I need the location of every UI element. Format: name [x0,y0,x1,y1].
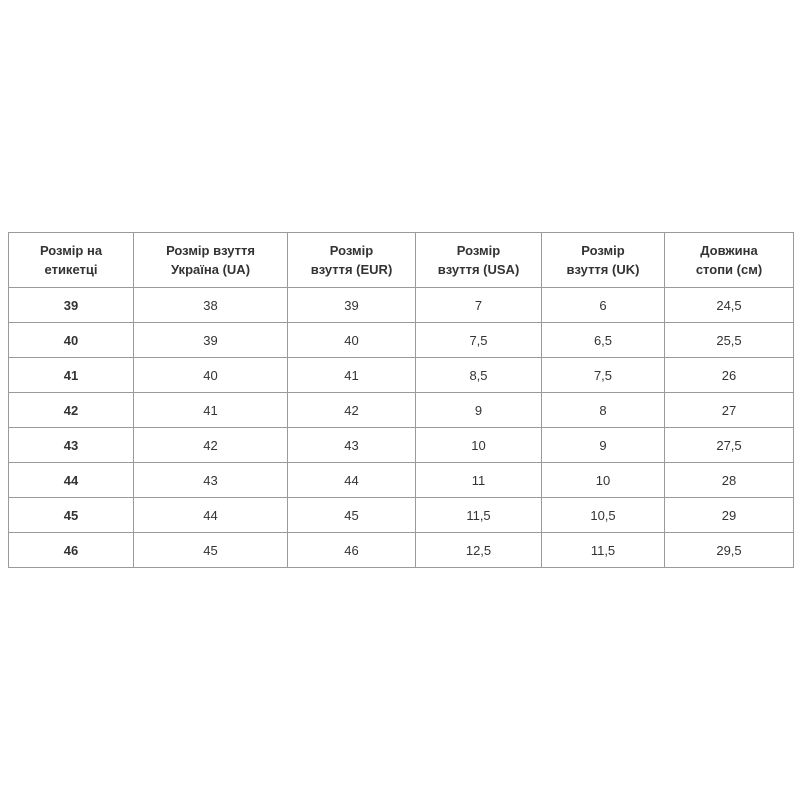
table-cell: 39 [287,287,416,323]
header-row: Розмір на етикетці Розмір взуття Україна (U… [8,232,794,288]
header-line: Україна (UA) [170,262,251,277]
header-cell: Розмір взуття (UK) [541,232,665,288]
header-line: взуття (UK) [566,262,640,277]
table-cell: 41 [133,392,288,428]
header-line: стопи (см) [695,262,763,277]
table-cell: 10 [415,427,542,463]
header-line: Розмір [456,243,501,258]
table-row: 41 40 41 8,5 7,5 26 [8,357,794,393]
table-cell: 39 [133,322,288,358]
table-row: 46 45 46 12,5 11,5 29,5 [8,532,794,568]
header-cell: Розмір на етикетці [8,232,134,288]
table-cell: 11,5 [541,532,665,568]
header-line: Довжина [700,243,758,258]
table-cell: 29 [664,497,794,533]
table-cell: 12,5 [415,532,542,568]
table-cell: 40 [8,322,134,358]
table-cell: 10,5 [541,497,665,533]
table-cell: 7,5 [541,357,665,393]
header-cell: Розмір взуття Україна (UA) [133,232,288,288]
header-line: взуття (EUR) [310,262,393,277]
table-cell: 11,5 [415,497,542,533]
table-row: 44 43 44 11 10 28 [8,462,794,498]
table-cell: 43 [287,427,416,463]
table-cell: 44 [8,462,134,498]
header-line: Розмір [581,243,625,258]
header-cell: Довжина стопи (см) [664,232,794,288]
header-line: етикетці [44,262,98,277]
header-line: Розмір взуття [166,243,255,258]
table-cell: 8 [541,392,665,428]
table-row: 43 42 43 10 9 27,5 [8,427,794,463]
table-cell: 45 [133,532,288,568]
table-cell: 25,5 [664,322,794,358]
table-cell: 39 [8,287,134,323]
table-cell: 6,5 [541,322,665,358]
table-cell: 41 [8,357,134,393]
table-cell: 40 [287,322,416,358]
table-cell: 46 [8,532,134,568]
table-cell: 27,5 [664,427,794,463]
table-cell: 26 [664,357,794,393]
table-cell: 45 [8,497,134,533]
table-cell: 41 [287,357,416,393]
table-cell: 28 [664,462,794,498]
header-line: Розмір [329,243,374,258]
table-cell: 42 [287,392,416,428]
table-cell: 9 [541,427,665,463]
table-cell: 44 [287,462,416,498]
table-cell: 43 [133,462,288,498]
table-cell: 8,5 [415,357,542,393]
header-cell: Розмір взуття (EUR) [287,232,416,288]
table-cell: 6 [541,287,665,323]
table-cell: 7 [415,287,542,323]
table-cell: 40 [133,357,288,393]
table-cell: 10 [541,462,665,498]
table-cell: 42 [133,427,288,463]
table-cell: 24,5 [664,287,794,323]
table-body: 39 38 39 7 6 24,5 40 39 40 7,5 6,5 25,5 41 40 41 8,5 7,5… [8,287,794,568]
size-table: Розмір на етикетці Розмір взуття Україна (U… [8,232,794,568]
table-cell: 44 [133,497,288,533]
table-cell: 43 [8,427,134,463]
header-line: Розмір на [39,243,103,258]
table-cell: 38 [133,287,288,323]
table-cell: 27 [664,392,794,428]
table-cell: 29,5 [664,532,794,568]
header-cell: Розмір взуття (USA) [415,232,542,288]
header-line: взуття (USA) [437,262,520,277]
table-row: 42 41 42 9 8 27 [8,392,794,428]
table-cell: 11 [415,462,542,498]
table-cell: 42 [8,392,134,428]
table-cell: 9 [415,392,542,428]
table-row: 39 38 39 7 6 24,5 [8,287,794,323]
table-cell: 46 [287,532,416,568]
table-row: 45 44 45 11,5 10,5 29 [8,497,794,533]
table-cell: 7,5 [415,322,542,358]
table-row: 40 39 40 7,5 6,5 25,5 [8,322,794,358]
table-cell: 45 [287,497,416,533]
